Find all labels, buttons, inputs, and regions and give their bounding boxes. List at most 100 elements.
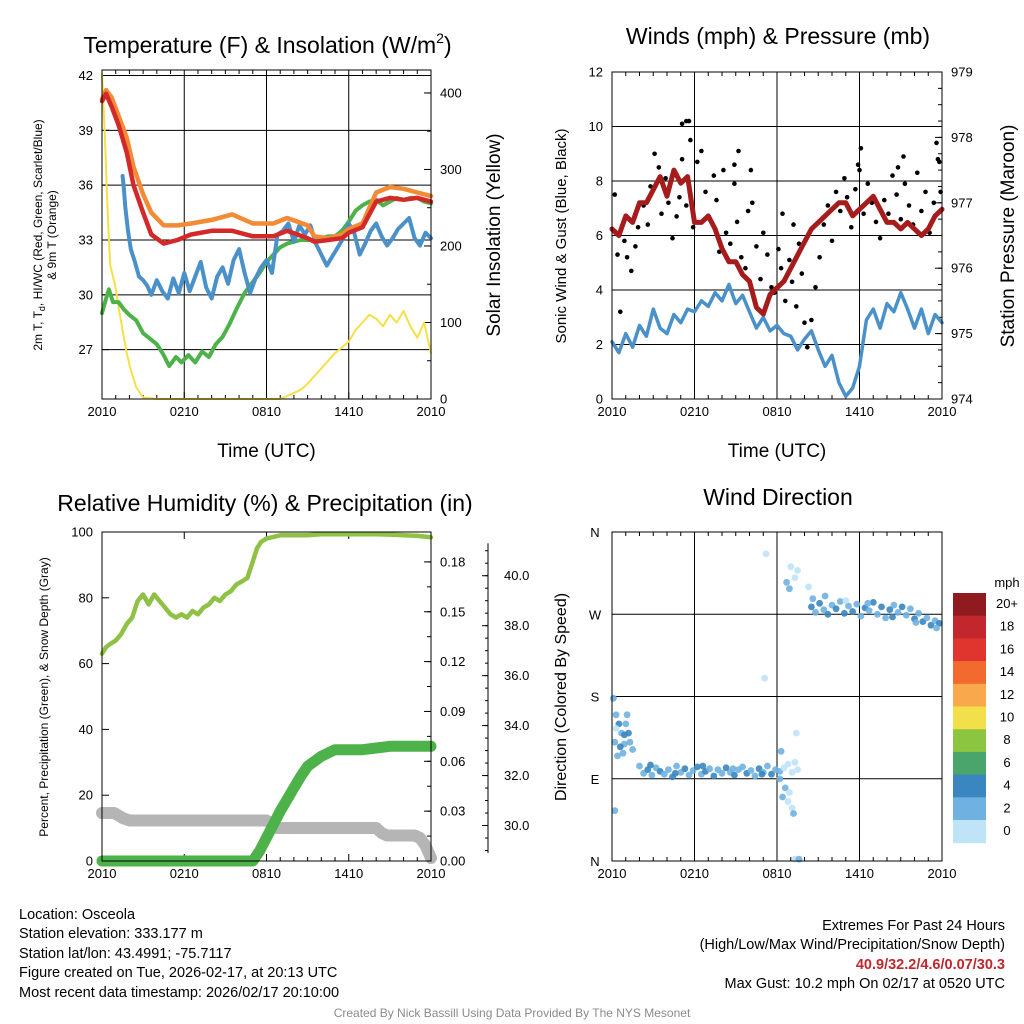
winds-gust-point bbox=[817, 254, 822, 260]
wdir-direction-point bbox=[845, 602, 852, 610]
winds-gust-point bbox=[857, 167, 862, 173]
winds-gust-point bbox=[633, 244, 638, 249]
wdir-direction-point bbox=[764, 762, 771, 770]
winds-gust-point bbox=[745, 208, 751, 214]
temp-series-insolation-line bbox=[101, 72, 432, 400]
wdir-direction-point bbox=[886, 606, 894, 614]
winds-series-sonic-wind-line bbox=[610, 282, 944, 399]
wdir-legend-swatch bbox=[953, 751, 986, 776]
wdir-legend-swatch bbox=[953, 593, 986, 617]
winds-gust-point bbox=[674, 214, 679, 219]
station-latlon: Station lat/lon: 43.4991; -75.7117 bbox=[19, 945, 232, 962]
winds-gust-point bbox=[734, 219, 740, 225]
winds-gust-point bbox=[802, 320, 807, 326]
figure-created: Figure created on Tue, 2026-02-17, at 20… bbox=[19, 965, 338, 982]
winds-x-tick-label: 1410 bbox=[845, 404, 874, 419]
rh-series-humidity-line bbox=[99, 532, 434, 656]
wdir-legend-label: 16 bbox=[1000, 641, 1014, 656]
wdir-direction-point bbox=[648, 771, 656, 779]
wdir-direction-point bbox=[824, 610, 832, 618]
rh-snow-tick-label: 34.0 bbox=[504, 718, 529, 733]
winds-gust-point bbox=[931, 200, 937, 206]
wdir-direction-point bbox=[902, 611, 910, 619]
wdir-legend-swatch bbox=[953, 661, 986, 685]
wdir-legend-label: 0 bbox=[1003, 823, 1010, 838]
rh-snow-tick-label: 30.0 bbox=[504, 818, 529, 833]
winds-gust-point bbox=[877, 235, 883, 241]
station-info: Location: Osceola Station elevation: 333… bbox=[19, 906, 339, 1003]
winds-gust-point bbox=[769, 285, 774, 290]
winds-gust-point bbox=[743, 265, 748, 271]
temp-y-tick-label: 30 bbox=[79, 287, 93, 302]
temp-series-2m-line bbox=[99, 91, 434, 246]
wdir-direction-point bbox=[788, 804, 796, 812]
winds-gust-point bbox=[714, 197, 719, 203]
wdir-direction-point bbox=[768, 770, 775, 778]
winds-gust-point bbox=[882, 197, 887, 203]
wdir-y-tick-label: E bbox=[591, 772, 600, 787]
rh-y-tick-label: 100 bbox=[71, 525, 93, 540]
wdir-direction-point bbox=[612, 725, 620, 732]
winds-gust-point bbox=[861, 211, 866, 216]
winds-gust-point bbox=[699, 148, 704, 154]
wdir-x-tick-label: 2010 bbox=[598, 866, 627, 881]
temp-x-tick-label: 0210 bbox=[170, 404, 199, 419]
wdir-direction-point bbox=[792, 729, 800, 737]
winds-gust-point bbox=[635, 225, 641, 230]
wdir-direction-point bbox=[857, 612, 865, 620]
temp-y-left-label-line1: 2m T, Td, HI/WC (Red, Green, Scarlet/Blu… bbox=[31, 119, 47, 350]
rh-precip-y-right-tick-label: 0.18 bbox=[440, 554, 465, 569]
winds-y-tick-label: 8 bbox=[596, 174, 603, 189]
wdir-direction-point bbox=[619, 749, 627, 757]
rh-y-left-label: Percent, Precipitation (Green), & Snow D… bbox=[37, 557, 51, 836]
rh-snow-tick-label: 38.0 bbox=[504, 618, 529, 633]
wdir-direction-point bbox=[671, 769, 679, 777]
wdir-direction-point bbox=[912, 619, 920, 626]
winds-gust-point bbox=[612, 192, 618, 197]
rh-x-tick-label: 1410 bbox=[334, 866, 363, 881]
rh-precip-y-right-tick-label: 0.15 bbox=[440, 604, 465, 619]
wdir-direction-point bbox=[923, 614, 931, 622]
temp-series-hiwc-line bbox=[120, 174, 433, 301]
wdir-direction-point bbox=[890, 601, 898, 609]
winds-gust-point bbox=[813, 285, 818, 290]
wdir-direction-point bbox=[790, 810, 797, 817]
winds-gust-point bbox=[821, 222, 827, 227]
wdir-y-left-label: Direction (Colored By Speed) bbox=[553, 593, 570, 801]
winds-gust-point bbox=[833, 189, 839, 195]
wdir-direction-point bbox=[849, 608, 856, 615]
wdir-direction-point bbox=[611, 807, 619, 815]
winds-gust-point bbox=[794, 304, 799, 309]
wdir-direction-point bbox=[809, 595, 817, 603]
winds-gust-point bbox=[829, 238, 835, 244]
winds-gust-point bbox=[853, 186, 858, 192]
wdir-direction-point bbox=[878, 603, 885, 611]
winds-y-right-tick-label: 979 bbox=[951, 65, 973, 80]
wdir-direction-point bbox=[612, 711, 620, 719]
temp-y-left-label-line2: & 9m T (Orange) bbox=[45, 190, 59, 280]
wdir-legend-swatch bbox=[953, 774, 986, 798]
winds-gust-point bbox=[894, 192, 899, 197]
wdir-direction-point bbox=[933, 624, 940, 632]
rh-precip-y-right-tick-label: 0.06 bbox=[440, 754, 465, 769]
temp-y-right-tick-label: 300 bbox=[440, 162, 462, 177]
winds-gust-point bbox=[865, 181, 871, 186]
wdir-legend-label: 8 bbox=[1003, 732, 1010, 747]
winds-y-right-label: Station Pressure (Maroon) bbox=[998, 125, 1019, 348]
temp-y-tick-label: 27 bbox=[79, 342, 93, 357]
rh-y-tick-label: 80 bbox=[79, 590, 93, 605]
wdir-direction-point bbox=[808, 603, 815, 611]
winds-gust-point bbox=[849, 225, 854, 230]
wdir-direction-point bbox=[660, 770, 668, 778]
wdir-legend-swatch bbox=[953, 683, 986, 707]
temp-x-tick-label: 0810 bbox=[252, 404, 281, 419]
rh-plot-frame bbox=[101, 531, 432, 862]
winds-y-right-tick-label: 975 bbox=[951, 326, 973, 341]
winds-gust-point bbox=[799, 271, 805, 276]
wdir-legend-title: mph bbox=[994, 575, 1019, 590]
wdir-direction-point bbox=[621, 731, 628, 739]
temp-y-tick-label: 39 bbox=[79, 123, 93, 138]
winds-chart-title: Winds (mph) & Pressure (mb) bbox=[626, 23, 930, 49]
winds-gust-point bbox=[659, 211, 664, 216]
wdir-direction-point bbox=[836, 598, 844, 605]
